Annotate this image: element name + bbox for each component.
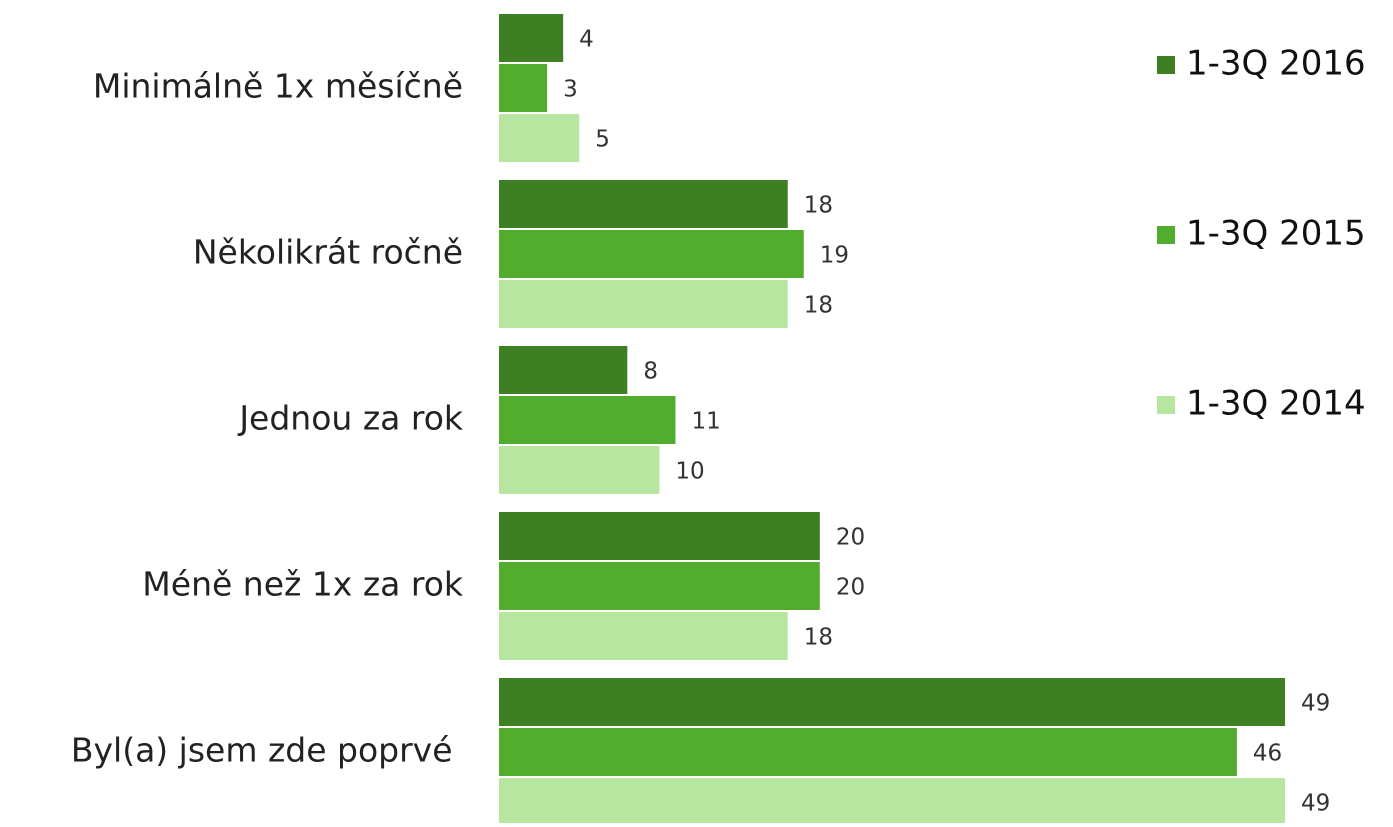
category-label: Jednou za rok: [237, 399, 464, 438]
bar: [499, 64, 548, 112]
bar: [499, 562, 820, 610]
value-label: 11: [691, 409, 720, 435]
value-label: 46: [1253, 741, 1282, 767]
value-label: 20: [836, 575, 865, 601]
bar: [499, 778, 1285, 826]
value-label: 49: [1301, 791, 1330, 817]
value-label: 20: [836, 525, 865, 551]
bar: [499, 678, 1285, 726]
legend-label: 1-3Q 2014: [1186, 384, 1366, 424]
legend-label: 1-3Q 2016: [1186, 44, 1366, 84]
value-label: 5: [595, 127, 610, 153]
bar: [499, 612, 788, 660]
value-label: 18: [804, 625, 833, 651]
legend-swatch: [1157, 226, 1175, 244]
value-label: 49: [1301, 691, 1330, 717]
value-label: 8: [643, 359, 658, 385]
bar: [499, 512, 820, 560]
value-label: 18: [804, 193, 833, 219]
bar: [499, 114, 580, 162]
legend-swatch: [1157, 56, 1175, 74]
value-label: 3: [563, 77, 578, 103]
value-label: 19: [820, 243, 849, 269]
legend-label: 1-3Q 2015: [1186, 214, 1366, 254]
bar: [499, 280, 788, 328]
bar: [499, 14, 564, 62]
value-label: 18: [804, 293, 833, 319]
bar: [499, 180, 788, 228]
value-label: 10: [675, 459, 704, 485]
bar: [499, 230, 804, 278]
category-label: Několikrát ročně: [193, 233, 463, 272]
category-label: Minimálně 1x měsíčně: [93, 67, 463, 106]
legend-swatch: [1157, 396, 1175, 414]
bar: [499, 396, 676, 444]
bar: [499, 346, 628, 394]
value-label: 4: [579, 27, 594, 53]
category-label: Méně než 1x za rok: [142, 565, 464, 604]
bar: [499, 446, 660, 494]
bar: [499, 728, 1237, 776]
category-label: Byl(a) jsem zde poprvé: [71, 731, 463, 770]
